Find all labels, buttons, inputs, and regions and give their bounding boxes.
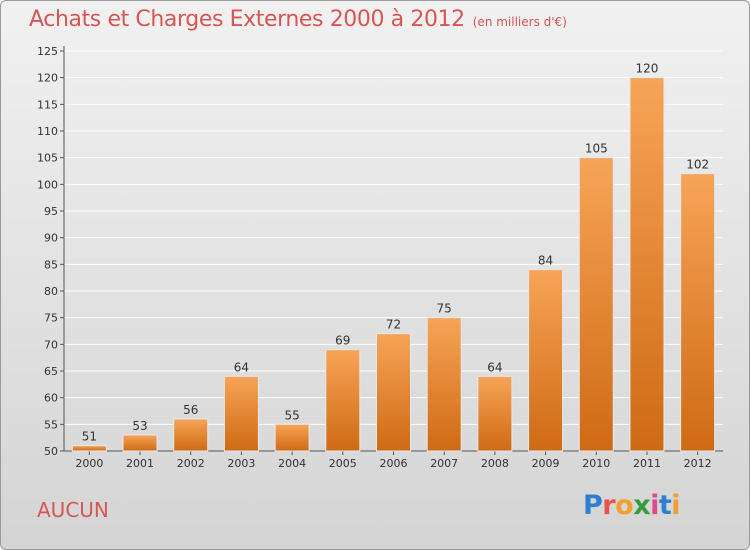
bar-value-label: 72 — [386, 318, 401, 332]
proxiti-logo[interactable]: Proxiti — [583, 490, 681, 521]
bar — [71, 445, 107, 452]
bar-value-label: 64 — [234, 360, 249, 374]
y-tick-label: 115 — [37, 98, 58, 111]
y-tick-label: 50 — [44, 445, 58, 458]
bar — [528, 269, 564, 452]
y-tick-label: 105 — [37, 152, 58, 165]
x-tick-label: 2006 — [380, 457, 408, 470]
y-tick-label: 70 — [44, 338, 58, 351]
x-tick-label: 2008 — [481, 457, 509, 470]
x-tick-label: 2000 — [75, 457, 103, 470]
x-tick-label: 2003 — [227, 457, 255, 470]
logo-letter: x — [633, 490, 651, 521]
bar-value-label: 56 — [183, 403, 198, 417]
y-tick-label: 55 — [44, 418, 58, 431]
bar — [680, 173, 716, 452]
bar — [223, 375, 259, 452]
bar — [376, 333, 411, 452]
x-tick-label: 2005 — [329, 457, 357, 470]
bar — [173, 418, 209, 452]
bar-value-label: 55 — [284, 408, 299, 422]
bar-value-label: 105 — [585, 142, 608, 156]
bar-value-label: 84 — [538, 254, 553, 268]
bar-value-label: 69 — [335, 334, 350, 348]
x-tick-label: 2012 — [684, 457, 712, 470]
chart-subtitle: (en milliers d'€) — [472, 15, 567, 29]
logo-letter: P — [583, 490, 603, 521]
y-tick-label: 75 — [44, 312, 58, 325]
bar-value-label: 75 — [437, 302, 452, 316]
y-tick-label: 60 — [44, 392, 58, 405]
y-tick-label: 85 — [44, 258, 58, 271]
logo-letter: i — [650, 490, 659, 521]
bar-value-label: 53 — [132, 419, 147, 433]
bar — [578, 157, 614, 452]
bar — [629, 77, 665, 452]
bar-value-label: 120 — [636, 62, 659, 76]
bars — [71, 77, 716, 452]
x-tick-label: 2002 — [177, 457, 205, 470]
logo-letter: o — [615, 490, 634, 521]
x-tick-label: 2004 — [278, 457, 306, 470]
x-tick-label: 2001 — [126, 457, 154, 470]
y-tick-label: 125 — [37, 45, 58, 58]
commune-name: AUCUN — [37, 498, 109, 522]
logo-letter: i — [671, 490, 681, 521]
bar — [426, 317, 462, 452]
y-tick-label: 95 — [44, 205, 58, 218]
bar — [122, 434, 158, 452]
y-tick-label: 100 — [37, 178, 58, 191]
bar — [477, 375, 513, 452]
bar — [325, 349, 361, 452]
title-text: Achats et Charges Externes 2000 à 2012 — [29, 7, 465, 32]
bar — [274, 423, 310, 452]
chart-title: Achats et Charges Externes 2000 à 2012 (e… — [29, 7, 567, 32]
x-tick-label: 2011 — [633, 457, 661, 470]
bar-value-label: 102 — [686, 158, 709, 172]
bar-value-label: 51 — [82, 430, 97, 444]
x-tick-label: 2007 — [430, 457, 458, 470]
y-tick-label: 110 — [37, 125, 58, 138]
y-tick-label: 65 — [44, 365, 58, 378]
x-tick-label: 2010 — [582, 457, 610, 470]
bar-value-label: 64 — [487, 360, 502, 374]
logo-letter: r — [602, 490, 616, 521]
labels: 50 55 60 65 70 75 80 85 90 95 100 105 110 115 120 125 51… — [37, 45, 712, 470]
y-tick-label: 80 — [44, 285, 58, 298]
y-tick-label: 90 — [44, 232, 58, 245]
logo-letter: t — [658, 490, 672, 521]
x-tick-label: 2009 — [532, 457, 560, 470]
y-tick-label: 120 — [37, 72, 58, 85]
